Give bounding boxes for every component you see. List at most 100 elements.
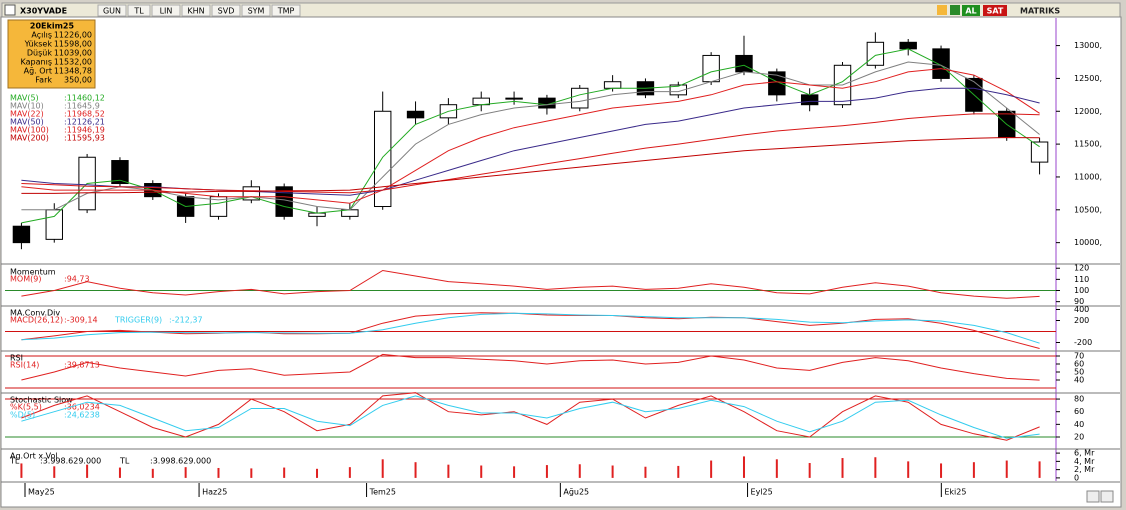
toolbar-button-label[interactable]: TL <box>133 7 144 16</box>
toolbar-button-label[interactable]: KHN <box>187 7 204 16</box>
volume-bar <box>447 464 450 478</box>
info-value: 11226,00 <box>54 31 92 40</box>
toolbar-button-label[interactable]: LIN <box>160 7 173 16</box>
info-box <box>7 19 96 89</box>
plot-area <box>0 16 1122 508</box>
y-tick-label: 50 <box>1074 368 1084 377</box>
buy-button[interactable] <box>962 5 980 16</box>
info-label: Açılış <box>31 31 52 40</box>
indicator-line <box>21 68 1040 204</box>
info-value: 11598,00 <box>54 40 92 49</box>
candle-body <box>406 110 425 119</box>
buy-label[interactable]: AL <box>965 7 976 16</box>
candle-body <box>1030 141 1049 163</box>
y-tick-label: 90 <box>1074 297 1084 306</box>
nav-button[interactable] <box>1086 490 1100 503</box>
volume-bar <box>677 465 680 478</box>
candle-body <box>12 225 31 244</box>
volume-bar <box>742 456 745 478</box>
info-value: 11039,00 <box>54 49 92 58</box>
sell-button[interactable] <box>983 5 1007 16</box>
candle-body <box>702 54 720 83</box>
legend-name: RSI(14) <box>10 361 39 370</box>
legend-value: :-309,14 <box>64 316 98 325</box>
y-tick-label: 6, Mr <box>1074 449 1095 458</box>
candle-body <box>899 41 917 50</box>
icon[interactable] <box>950 5 960 15</box>
toolbar-button[interactable] <box>211 4 241 17</box>
legend-value: :24,6238 <box>64 411 100 420</box>
y-tick-label: 10500, <box>1074 205 1102 214</box>
icon[interactable] <box>937 5 947 15</box>
volume-bar <box>644 466 647 478</box>
y-tick-label: 2, Mr <box>1074 465 1095 474</box>
sell-label[interactable]: SAT <box>987 7 1004 16</box>
legend-value: :12126,21 <box>64 118 105 127</box>
volume-bar <box>775 459 778 478</box>
x-tick-label: Tem25 <box>369 488 396 497</box>
y-tick-label: 80 <box>1074 395 1084 404</box>
toolbar-button-label[interactable]: GUN <box>103 7 121 16</box>
candle-body <box>505 97 523 100</box>
toolbar-button[interactable] <box>151 4 181 17</box>
indicator-line <box>21 269 1040 299</box>
legend-value: :94,73 <box>64 275 90 284</box>
volume-bar <box>217 467 220 478</box>
panel-title: RSI <box>10 354 23 363</box>
panel-title: MA.Conv.Div <box>10 309 60 318</box>
y-tick-label: 100 <box>1074 286 1089 295</box>
logo <box>4 4 16 16</box>
info-date: 20Ekim25 <box>30 22 75 31</box>
toolbar-button[interactable] <box>271 4 301 17</box>
legend-name: MAV(5) <box>10 94 39 103</box>
y-tick-label: 110 <box>1074 275 1089 284</box>
legend-name: MAV(22) <box>10 110 44 119</box>
symbol[interactable]: X30YVADE <box>20 7 67 16</box>
candle-body <box>571 87 589 109</box>
volume-bar <box>972 462 975 478</box>
volume-bar <box>841 458 844 478</box>
volume-bar <box>513 466 516 478</box>
legend-value: :36,0234 <box>64 403 100 412</box>
info-label: Düşük <box>27 49 52 58</box>
toolbar-button-label[interactable]: TMP <box>277 7 295 16</box>
y-tick-label: 13000, <box>1074 41 1102 50</box>
panel-title: Momentum <box>10 268 56 277</box>
candle-body <box>538 97 556 109</box>
volume-bar <box>414 462 417 478</box>
volume-bar <box>118 467 121 478</box>
y-tick-label: 20 <box>1074 432 1084 441</box>
volume-bar <box>316 468 319 478</box>
toolbar-button[interactable] <box>241 4 271 17</box>
x-tick-label: Eki25 <box>944 488 966 497</box>
legend-value: :11460,12 <box>64 94 105 103</box>
legend-name: MACD(26,12) <box>10 316 63 325</box>
legend-name: MOM(9) <box>10 275 41 284</box>
volume-bar <box>907 461 910 478</box>
legend-name: MAV(50) <box>10 118 44 127</box>
y-tick-label: 70 <box>1074 352 1084 361</box>
legend-name: MAV(200) <box>10 134 49 143</box>
volume-bar <box>20 463 23 478</box>
toolbar-button[interactable] <box>127 4 151 17</box>
y-tick-label: 4, Mr <box>1074 457 1095 466</box>
toolbar-button-label[interactable]: SYM <box>248 7 265 16</box>
volume-bar <box>1005 460 1008 478</box>
toolbar-button-label[interactable]: SVD <box>218 7 235 16</box>
volume-bar <box>710 460 713 478</box>
toolbar-button[interactable] <box>181 4 211 17</box>
info-value: 350,00 <box>64 76 92 85</box>
brand: MATRIKS <box>1020 7 1060 16</box>
volume-bar <box>184 467 187 478</box>
x-tick-label: Eyl25 <box>751 488 773 497</box>
y-tick-label: 400 <box>1074 305 1089 314</box>
y-tick-label: 12500, <box>1074 74 1102 83</box>
toolbar-button[interactable] <box>97 4 127 17</box>
y-tick-label: 200 <box>1074 316 1089 325</box>
panel-title: Ag.Ort x Vol <box>10 452 58 461</box>
indicator-line <box>21 48 1040 224</box>
indicator-line <box>21 136 1040 194</box>
nav-button[interactable] <box>1100 490 1114 503</box>
candle-body <box>768 71 786 96</box>
